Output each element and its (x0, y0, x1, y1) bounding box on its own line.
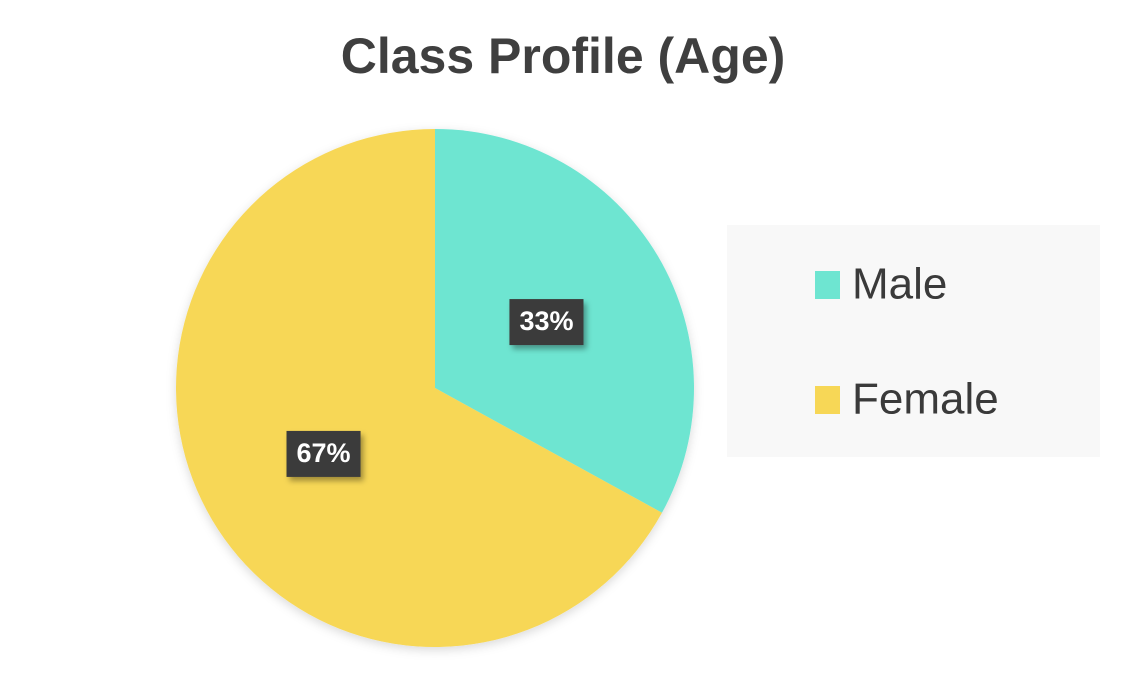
pie-slice (176, 129, 662, 647)
legend-marker (815, 386, 840, 414)
data-label-box (286, 430, 361, 477)
legend-marker (815, 271, 840, 299)
data-labels: 33% 67% (286, 299, 584, 477)
chart-title: Class Profile (Age) (341, 28, 786, 84)
data-label: 33% (519, 306, 573, 336)
legend: Male Female (727, 225, 1100, 457)
data-label-box (509, 299, 584, 346)
legend-box (727, 225, 1100, 457)
legend-label: Male (852, 260, 947, 309)
legend-label: Female (852, 375, 999, 424)
data-label: 67% (297, 438, 351, 468)
pie (176, 129, 695, 647)
